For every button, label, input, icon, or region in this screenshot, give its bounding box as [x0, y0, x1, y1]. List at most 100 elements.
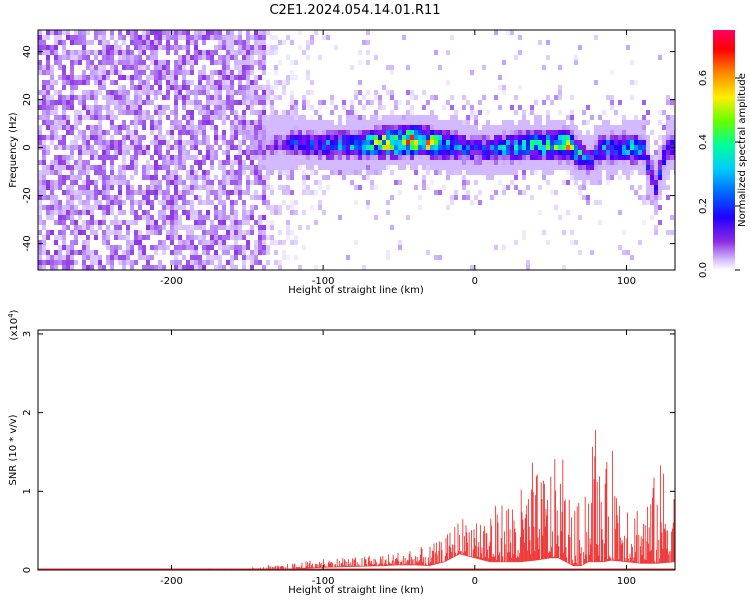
heatmap-cell — [202, 245, 206, 250]
heatmap-cell — [82, 205, 86, 210]
heatmap-cell — [54, 35, 58, 40]
heatmap-cell — [170, 260, 174, 265]
heatmap-cell — [546, 125, 550, 130]
heatmap-cell — [270, 165, 274, 170]
heatmap-cell — [302, 135, 306, 140]
heatmap-cell — [318, 160, 322, 165]
heatmap-cell — [550, 150, 554, 155]
heatmap-cell — [442, 125, 446, 130]
heatmap-cell — [194, 60, 198, 65]
heatmap-cell — [398, 100, 402, 105]
heatmap-cell — [122, 145, 126, 150]
heatmap-cell — [414, 150, 418, 155]
heatmap-cell — [294, 155, 298, 160]
heatmap-cell — [646, 155, 650, 160]
heatmap-cell — [66, 210, 70, 215]
heatmap-cell — [158, 65, 162, 70]
heatmap-cell — [366, 135, 370, 140]
heatmap-cell — [366, 90, 370, 95]
heatmap-cell — [94, 200, 98, 205]
heatmap-cell — [274, 120, 278, 125]
heatmap-cell — [254, 140, 258, 145]
heatmap-cell — [210, 30, 214, 35]
heatmap-cell — [202, 50, 206, 55]
heatmap-cell — [38, 160, 42, 165]
heatmap-cell — [366, 130, 370, 135]
heatmap-cell — [194, 35, 198, 40]
heatmap-cell — [190, 260, 194, 265]
heatmap-cell — [182, 60, 186, 65]
heatmap-cell — [186, 265, 190, 270]
heatmap-cell — [130, 55, 134, 60]
heatmap-cell — [266, 250, 270, 255]
heatmap-cell — [354, 135, 358, 140]
heatmap-cell — [226, 70, 230, 75]
heatmap-cell — [642, 100, 646, 105]
heatmap-cell — [134, 160, 138, 165]
heatmap-cell — [162, 140, 166, 145]
heatmap-cell — [574, 175, 578, 180]
heatmap-cell — [194, 260, 198, 265]
heatmap-cell — [366, 100, 370, 105]
heatmap-cell — [226, 75, 230, 80]
heatmap-cell — [210, 245, 214, 250]
heatmap-cell — [138, 245, 142, 250]
heatmap-cell — [494, 130, 498, 135]
heatmap-cell — [138, 215, 142, 220]
heatmap-cell — [46, 255, 50, 260]
heatmap-cell — [274, 65, 278, 70]
heatmap-cell — [454, 135, 458, 140]
heatmap-cell — [558, 65, 562, 70]
heatmap-cell — [406, 135, 410, 140]
heatmap-cell — [86, 225, 90, 230]
heatmap-cell — [202, 215, 206, 220]
heatmap-cell — [466, 180, 470, 185]
heatmap-cell — [646, 160, 650, 165]
heatmap-cell — [134, 55, 138, 60]
heatmap-cell — [458, 150, 462, 155]
heatmap-cell — [226, 30, 230, 35]
heatmap-cell — [586, 160, 590, 165]
heatmap-cell — [446, 205, 450, 210]
heatmap-cell — [230, 225, 234, 230]
heatmap-cell — [178, 85, 182, 90]
heatmap-cell — [318, 150, 322, 155]
heatmap-cell — [230, 40, 234, 45]
heatmap-cell — [118, 245, 122, 250]
heatmap-cell — [598, 220, 602, 225]
heatmap-cell — [202, 55, 206, 60]
heatmap-cell — [38, 185, 42, 190]
heatmap-cell — [98, 200, 102, 205]
heatmap-cell — [474, 180, 478, 185]
heatmap-cell — [662, 140, 666, 145]
heatmap-cell — [78, 195, 82, 200]
heatmap-cell — [338, 135, 342, 140]
heatmap-cell — [42, 245, 46, 250]
heatmap-cell — [226, 105, 230, 110]
heatmap-cell — [582, 110, 586, 115]
heatmap-cell — [106, 70, 110, 75]
heatmap-cell — [350, 180, 354, 185]
heatmap-cell — [422, 165, 426, 170]
heatmap-cell — [598, 145, 602, 150]
heatmap-cell — [254, 240, 258, 245]
heatmap-cell — [322, 155, 326, 160]
heatmap-cell — [162, 155, 166, 160]
heatmap-cell — [290, 240, 294, 245]
heatmap-cell — [274, 165, 278, 170]
heatmap-cell — [194, 140, 198, 145]
heatmap-cell — [642, 125, 646, 130]
heatmap-cell — [262, 240, 266, 245]
heatmap-cell — [422, 185, 426, 190]
heatmap-cell — [102, 70, 106, 75]
heatmap-cell — [450, 120, 454, 125]
heatmap-cell — [82, 50, 86, 55]
heatmap-cell — [126, 130, 130, 135]
heatmap-cell — [670, 215, 674, 220]
heatmap-cell — [494, 150, 498, 155]
heatmap-cell — [246, 135, 250, 140]
heatmap-cell — [262, 250, 266, 255]
heatmap-cell — [234, 120, 238, 125]
heatmap-cell — [190, 140, 194, 145]
heatmap-cell — [226, 175, 230, 180]
